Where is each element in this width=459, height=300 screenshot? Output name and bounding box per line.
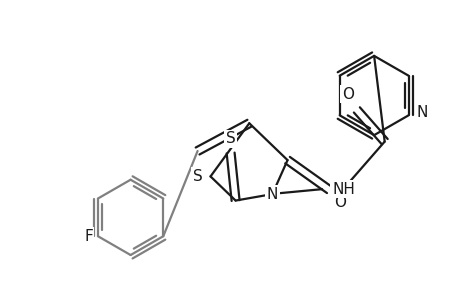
Text: N: N (415, 105, 427, 120)
Text: S: S (225, 131, 235, 146)
Text: N: N (266, 187, 277, 202)
Text: NH: NH (331, 182, 354, 197)
Text: O: O (334, 195, 346, 210)
Text: S: S (192, 169, 202, 184)
Text: O: O (341, 87, 353, 102)
Text: F: F (84, 229, 93, 244)
